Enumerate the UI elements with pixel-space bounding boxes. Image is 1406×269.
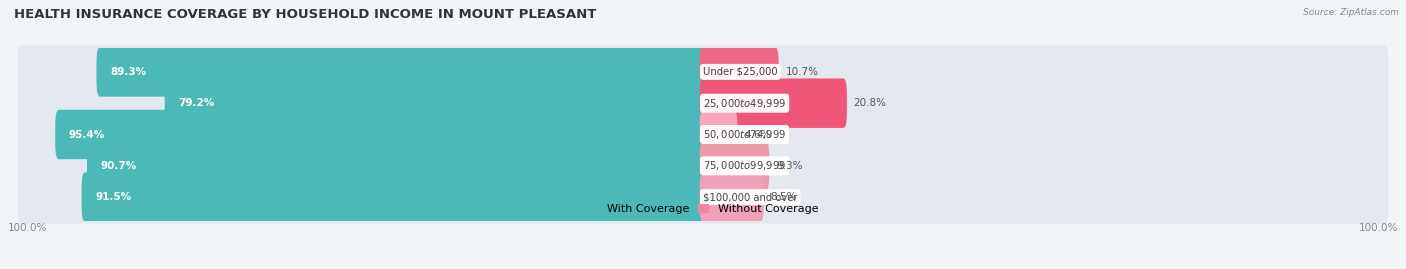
FancyBboxPatch shape (17, 171, 1389, 224)
Text: 10.7%: 10.7% (786, 67, 818, 77)
FancyBboxPatch shape (700, 47, 779, 97)
FancyBboxPatch shape (55, 110, 706, 159)
FancyBboxPatch shape (87, 141, 706, 190)
FancyBboxPatch shape (700, 79, 846, 128)
Text: 4.6%: 4.6% (744, 129, 770, 140)
Text: 91.5%: 91.5% (96, 192, 131, 202)
Text: $100,000 and over: $100,000 and over (703, 192, 797, 202)
Text: 89.3%: 89.3% (110, 67, 146, 77)
Text: HEALTH INSURANCE COVERAGE BY HOUSEHOLD INCOME IN MOUNT PLEASANT: HEALTH INSURANCE COVERAGE BY HOUSEHOLD I… (14, 8, 596, 21)
Text: $25,000 to $49,999: $25,000 to $49,999 (703, 97, 786, 110)
Text: 79.2%: 79.2% (179, 98, 215, 108)
FancyBboxPatch shape (17, 77, 1389, 130)
FancyBboxPatch shape (700, 110, 738, 159)
Text: 20.8%: 20.8% (853, 98, 887, 108)
Text: 8.5%: 8.5% (770, 192, 797, 202)
Text: $75,000 to $99,999: $75,000 to $99,999 (703, 159, 786, 172)
Legend: With Coverage, Without Coverage: With Coverage, Without Coverage (582, 199, 824, 218)
Text: 9.3%: 9.3% (776, 161, 803, 171)
FancyBboxPatch shape (97, 47, 706, 97)
Text: $50,000 to $74,999: $50,000 to $74,999 (703, 128, 786, 141)
Text: 90.7%: 90.7% (100, 161, 136, 171)
FancyBboxPatch shape (82, 172, 706, 222)
FancyBboxPatch shape (17, 139, 1389, 192)
FancyBboxPatch shape (700, 172, 763, 222)
Text: Under $25,000: Under $25,000 (703, 67, 778, 77)
FancyBboxPatch shape (17, 45, 1389, 98)
FancyBboxPatch shape (17, 108, 1389, 161)
FancyBboxPatch shape (700, 141, 769, 190)
Text: 95.4%: 95.4% (69, 129, 105, 140)
Text: Source: ZipAtlas.com: Source: ZipAtlas.com (1303, 8, 1399, 17)
FancyBboxPatch shape (165, 79, 706, 128)
